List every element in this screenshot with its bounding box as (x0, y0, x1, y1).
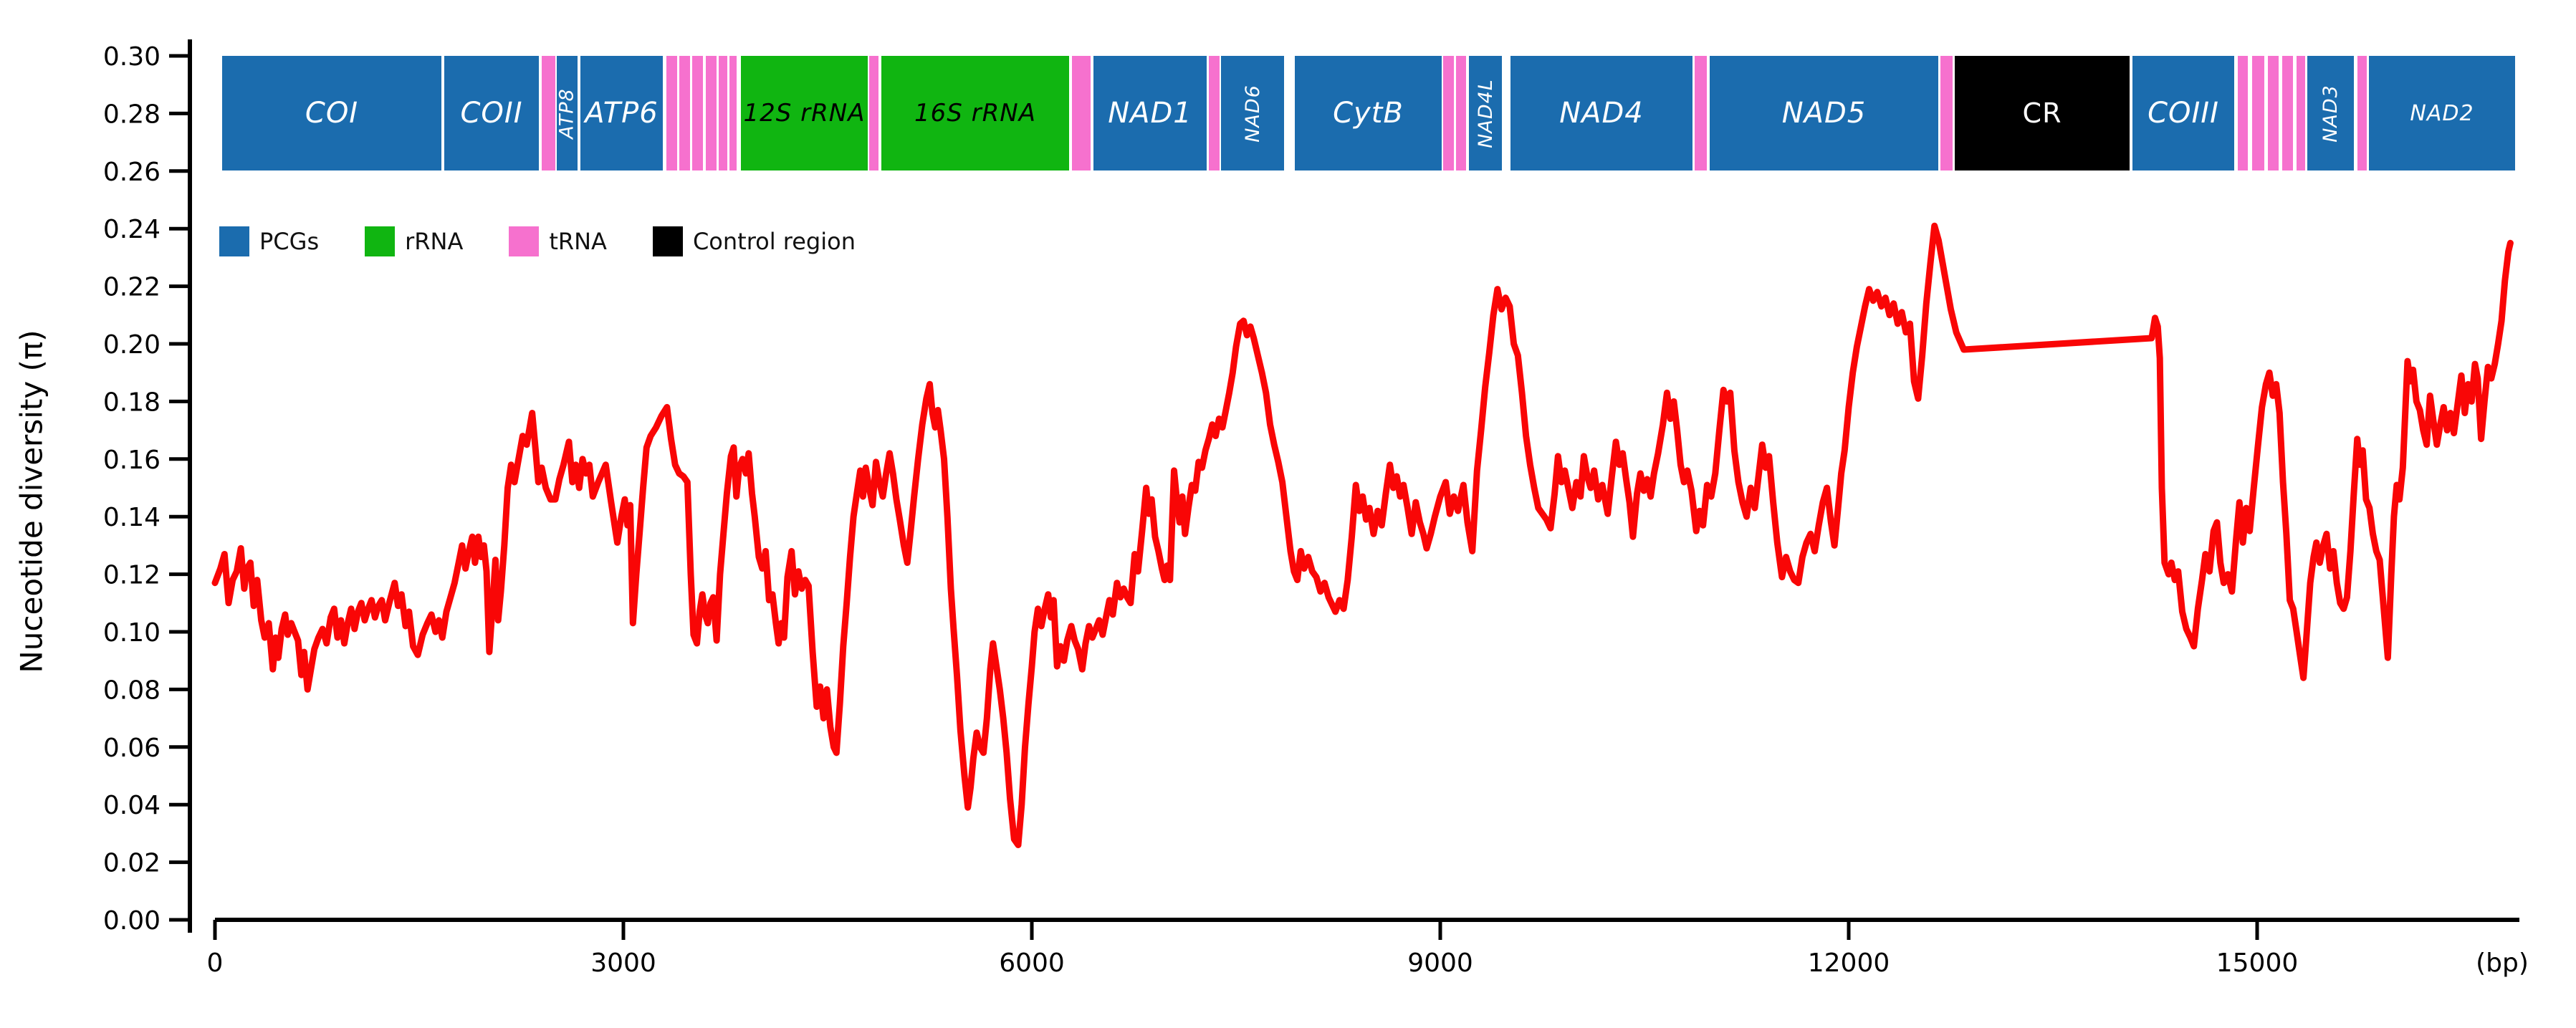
gene-block-nad3: NAD3 (2307, 56, 2354, 170)
x-tick-label: 3000 (590, 948, 656, 978)
y-tick-label: 0.04 (103, 791, 161, 820)
gene-label: NAD1 (1108, 97, 1192, 130)
gene-label: NAD5 (1781, 97, 1867, 130)
legend-swatch-pcg-icon (219, 226, 249, 256)
gene-label: NAD6 (1241, 84, 1264, 143)
gene-block-nad1: NAD1 (1093, 56, 1207, 170)
x-unit-label: (bp) (2476, 948, 2529, 978)
trna-block (542, 56, 555, 170)
y-tick-label: 0.06 (103, 734, 161, 763)
legend-label: Control region (692, 228, 856, 255)
trna-block (706, 56, 717, 170)
y-tick-label: 0.30 (103, 42, 161, 72)
y-tick-label: 0.08 (103, 676, 161, 705)
y-tick-label: 0.26 (103, 158, 161, 187)
x-tick-label: 9000 (1407, 948, 1473, 978)
gene-block-coi: COI (222, 56, 441, 170)
legend-swatch-rrna-icon (365, 226, 396, 256)
gene-label: COI (305, 97, 359, 130)
trna-block (1072, 56, 1091, 170)
y-tick-label: 0.00 (103, 906, 161, 936)
trna-block (2282, 56, 2293, 170)
y-tick-label: 0.20 (103, 330, 161, 360)
trna-block (1695, 56, 1707, 170)
gene-label: NAD4L (1474, 78, 1497, 148)
legend-label: rRNA (405, 228, 464, 255)
gene-block-cytb: CytB (1295, 56, 1442, 170)
gene-label: NAD4 (1559, 97, 1644, 130)
legend-item-rrna: rRNA (365, 226, 463, 256)
gene-block-coiii: COIII (2132, 56, 2234, 170)
x-tick-label: 15000 (2216, 948, 2299, 978)
trna-block (1209, 56, 1220, 170)
gene-label: NAD3 (2319, 84, 2342, 143)
trna-block (666, 56, 677, 170)
y-tick-label: 0.24 (103, 215, 161, 244)
legend-item-pcg: PCGs (219, 226, 319, 256)
trna-block (1443, 56, 1454, 170)
gene-label: CR (2022, 97, 2062, 129)
gene-label: 16S rRNA (914, 99, 1036, 128)
trna-block (1940, 56, 1953, 170)
gene-block-16s-rrna: 16S rRNA (881, 56, 1069, 170)
gene-label: ATP8 (556, 87, 578, 139)
gene-block-nad5: NAD5 (1710, 56, 1938, 170)
gene-block-nad4l: NAD4L (1469, 56, 1502, 170)
legend-swatch-trna-icon (509, 226, 540, 256)
y-tick-label: 0.10 (103, 618, 161, 648)
x-tick-label: 0 (207, 948, 224, 978)
legend-label: PCGs (259, 228, 320, 255)
trna-block (2297, 56, 2305, 170)
trna-block (679, 56, 690, 170)
legend-item-cr: Control region (652, 226, 856, 256)
trna-block (719, 56, 727, 170)
gene-label: CytB (1333, 97, 1404, 130)
y-tick-label: 0.28 (103, 100, 161, 129)
gene-block-atp8: ATP8 (556, 56, 578, 170)
trna-block (692, 56, 703, 170)
trna-block (2238, 56, 2248, 170)
y-tick-label: 0.18 (103, 388, 161, 417)
gene-block-cr: CR (1955, 56, 2130, 170)
gene-block-nad6: NAD6 (1221, 56, 1284, 170)
x-tick-label: 6000 (999, 948, 1065, 978)
gene-label: ATP6 (585, 97, 659, 130)
gene-label: NAD2 (2410, 100, 2474, 126)
gene-label: COIII (2148, 97, 2219, 130)
gene-label: COII (460, 97, 523, 130)
y-tick-label: 0.22 (103, 273, 161, 302)
y-tick-label: 0.16 (103, 446, 161, 475)
diversity-curve (211, 222, 2514, 848)
trna-block (869, 56, 878, 170)
gene-block-nad2: NAD2 (2369, 56, 2515, 170)
trna-block (2252, 56, 2264, 170)
legend-item-trna: tRNA (509, 226, 607, 256)
trna-block (729, 56, 737, 170)
y-tick-label: 0.02 (103, 849, 161, 878)
gene-block-coii: COII (444, 56, 539, 170)
legend-label: tRNA (549, 228, 607, 255)
x-tick-label: 12000 (1808, 948, 1890, 978)
legend: PCGs rRNA tRNA Control region (219, 226, 856, 256)
gene-block-12s-rrna: 12S rRNA (741, 56, 868, 170)
trna-block (1456, 56, 1466, 170)
trna-block (2268, 56, 2279, 170)
gene-block-atp6: ATP6 (580, 56, 663, 170)
gene-map-bar: COI COII ATP8 ATP6 12S rRNA 16S rRNA NAD1 NAD6 C… (0, 56, 2576, 170)
gene-label: 12S rRNA (743, 99, 866, 128)
gene-block-nad4: NAD4 (1510, 56, 1692, 170)
legend-swatch-cr-icon (652, 226, 683, 256)
y-tick-label: 0.14 (103, 503, 161, 532)
y-tick-label: 0.12 (103, 561, 161, 590)
trna-block (2357, 56, 2367, 170)
